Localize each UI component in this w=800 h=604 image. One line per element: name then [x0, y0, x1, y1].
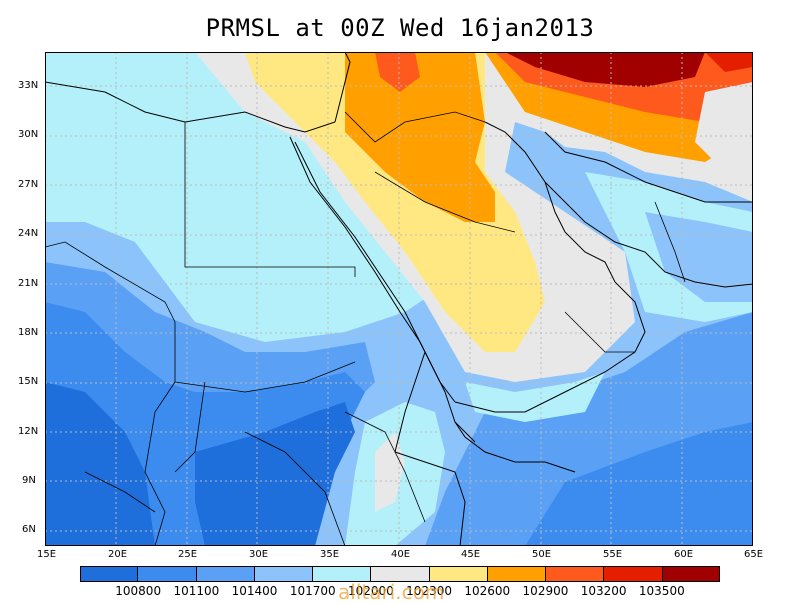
- y-tick-label: 9N: [22, 475, 36, 486]
- field-deepblue-south: [195, 402, 355, 546]
- legend-swatch: [313, 566, 372, 582]
- legend-swatch: [80, 566, 139, 582]
- x-tick-label: 55E: [603, 549, 623, 560]
- legend-swatch: [196, 566, 255, 582]
- y-tick-label: 21N: [18, 278, 39, 289]
- legend-label: 103500: [638, 584, 685, 598]
- y-tick-label: 6N: [22, 524, 36, 535]
- legend-swatch: [138, 566, 197, 582]
- legend-label: 102600: [464, 584, 511, 598]
- pressure-map: [45, 52, 753, 546]
- legend-label: 103200: [580, 584, 627, 598]
- legend-label: 100800: [115, 584, 162, 598]
- x-tick-label: 35E: [320, 549, 340, 560]
- chart-title: PRMSL at 00Z Wed 16jan2013: [205, 14, 595, 42]
- legend-swatch: [662, 566, 720, 582]
- legend-swatch: [254, 566, 314, 582]
- x-tick-label: 40E: [391, 549, 411, 560]
- legend-label: 101400: [231, 584, 278, 598]
- x-tick-label: 20E: [108, 549, 128, 560]
- legend-swatch: [429, 566, 488, 582]
- field-orange: [345, 52, 495, 222]
- x-tick-label: 15E: [37, 549, 57, 560]
- field-blue-se: [525, 422, 753, 546]
- y-tick-label: 33N: [18, 80, 39, 91]
- field-darkred-ne: [505, 52, 705, 87]
- y-tick-label: 15N: [18, 376, 39, 387]
- y-tick-label: 12N: [18, 426, 39, 437]
- legend-swatch: [604, 566, 663, 582]
- x-tick-label: 50E: [532, 549, 552, 560]
- x-tick-label: 65E: [744, 549, 764, 560]
- legend-swatch: [487, 566, 547, 582]
- field-deepblue-sw: [45, 382, 155, 546]
- color-legend: [80, 566, 720, 582]
- legend-swatch: [546, 566, 605, 582]
- field-red-north: [375, 52, 420, 92]
- legend-label: 102300: [406, 584, 452, 598]
- y-tick-label: 27N: [18, 179, 39, 190]
- watermark: alltari.com: [338, 580, 445, 604]
- x-tick-label: 25E: [178, 549, 198, 560]
- map-frame: [45, 52, 753, 546]
- field-gray-east: [695, 82, 753, 172]
- field-lightblue-africa: [375, 432, 405, 512]
- legend-label: 101700: [289, 584, 336, 598]
- x-tick-label: 30E: [249, 549, 269, 560]
- field-cyan-gulf: [465, 372, 605, 422]
- x-tick-label: 45E: [461, 549, 481, 560]
- y-tick-label: 18N: [18, 327, 39, 338]
- y-tick-label: 24N: [18, 228, 39, 239]
- borders: [45, 111, 686, 546]
- coastlines: [45, 52, 753, 546]
- field-darkred-ne2: [705, 52, 753, 72]
- legend-label: 102900: [522, 584, 569, 598]
- x-tick-label: 60E: [674, 549, 694, 560]
- legend-label: 101100: [173, 584, 220, 598]
- gridlines: [45, 52, 753, 546]
- legend-swatch: [371, 566, 430, 582]
- legend-label: 102000: [348, 584, 394, 598]
- y-tick-label: 30N: [18, 129, 39, 140]
